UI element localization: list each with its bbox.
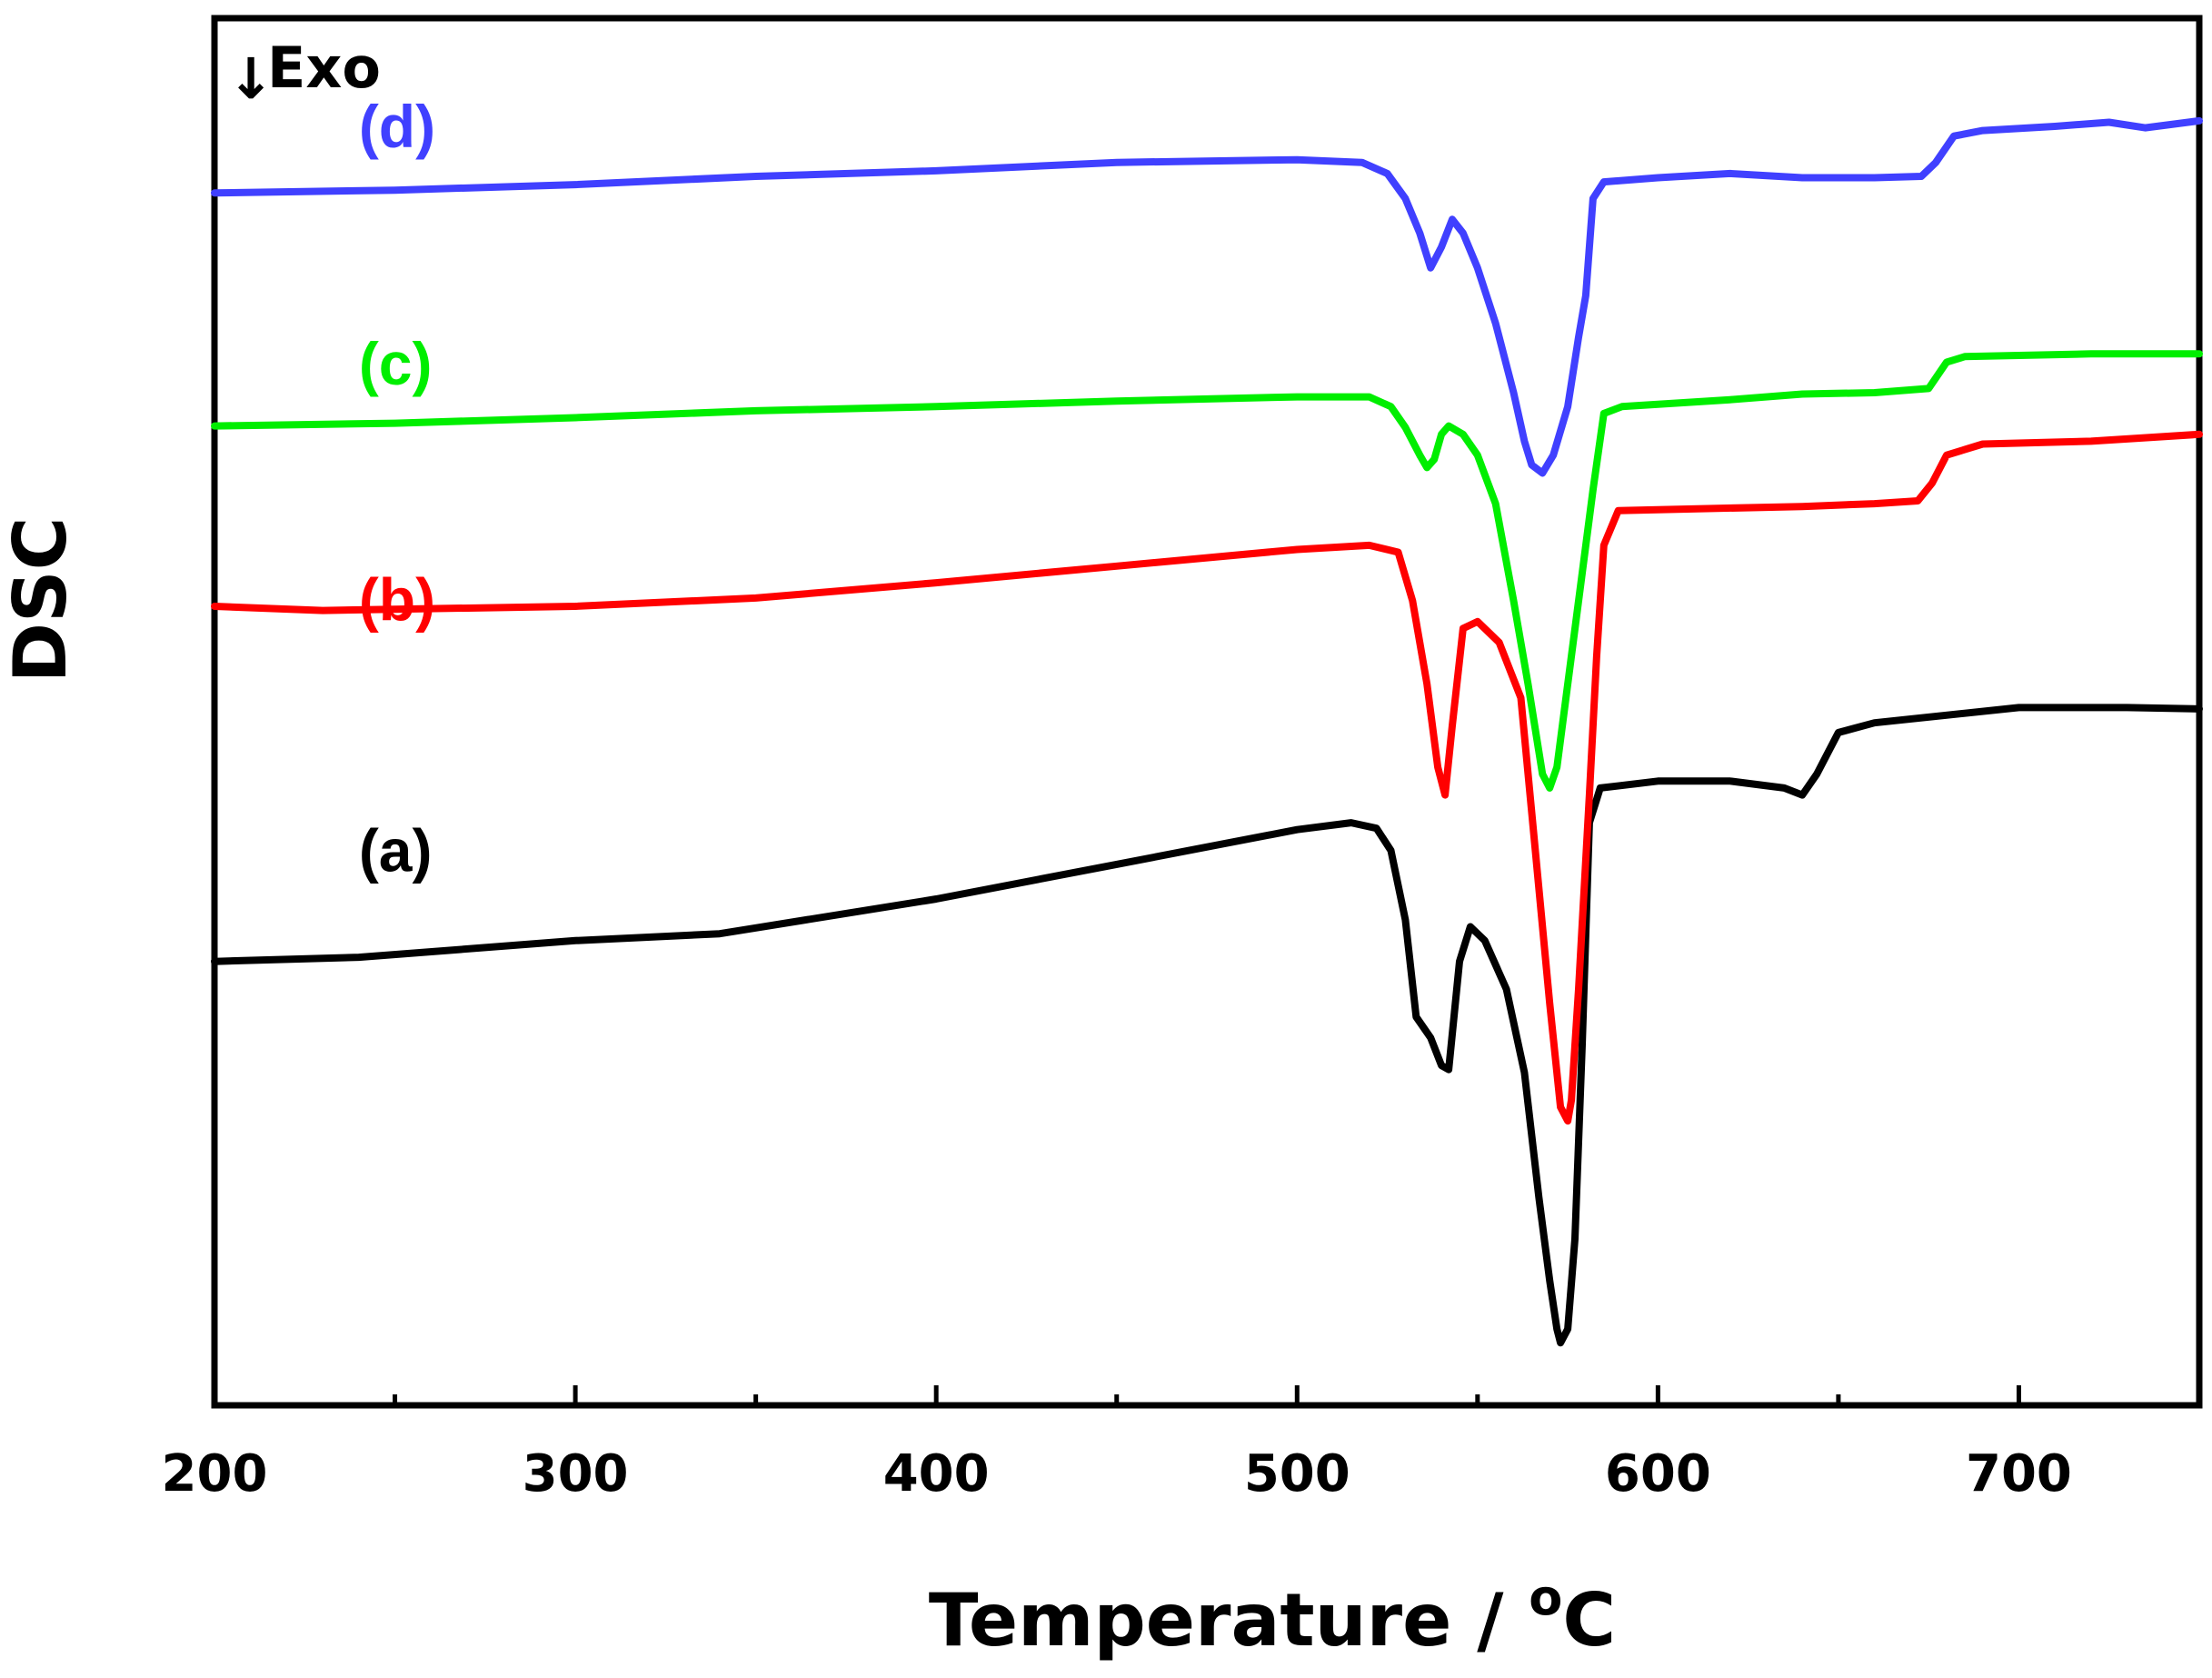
- series-line-a: [211, 704, 2203, 1347]
- series-curves: [211, 116, 2203, 1347]
- x-tick-label: 200: [162, 1444, 268, 1503]
- x-tick-label: 700: [1966, 1444, 2072, 1503]
- x-axis-title: Temperature / oC: [929, 1569, 1616, 1663]
- exo-arrow-icon: ↓: [227, 45, 274, 112]
- x-axis-ticks: [212, 1385, 2021, 1405]
- series-label-d: (d): [359, 93, 435, 160]
- x-tick-label: 300: [523, 1444, 629, 1503]
- series-label-c: (c): [359, 330, 433, 397]
- series-line-d: [211, 116, 2203, 477]
- x-tick-label: 600: [1605, 1444, 1711, 1503]
- series-line-b: [211, 430, 2203, 1125]
- x-tick-label: 400: [883, 1444, 990, 1503]
- x-axis-title-unit: C: [1562, 1578, 1616, 1663]
- series-label-a: (a): [359, 816, 433, 884]
- series-line-c: [211, 350, 2203, 792]
- series-label-b: (b): [359, 565, 435, 633]
- exo-label: Exo: [267, 35, 381, 101]
- x-axis-title-degree: o: [1529, 1569, 1562, 1626]
- series-labels: (a) (b) (c) (d): [359, 93, 435, 884]
- plot-frame: [211, 15, 2203, 1409]
- x-axis-tick-labels: 200 300 400 500 600 700: [162, 1444, 2072, 1503]
- y-axis-title: DSC: [0, 517, 83, 684]
- x-tick-label: 500: [1244, 1444, 1350, 1503]
- x-axis-title-main: Temperature /: [929, 1578, 1529, 1663]
